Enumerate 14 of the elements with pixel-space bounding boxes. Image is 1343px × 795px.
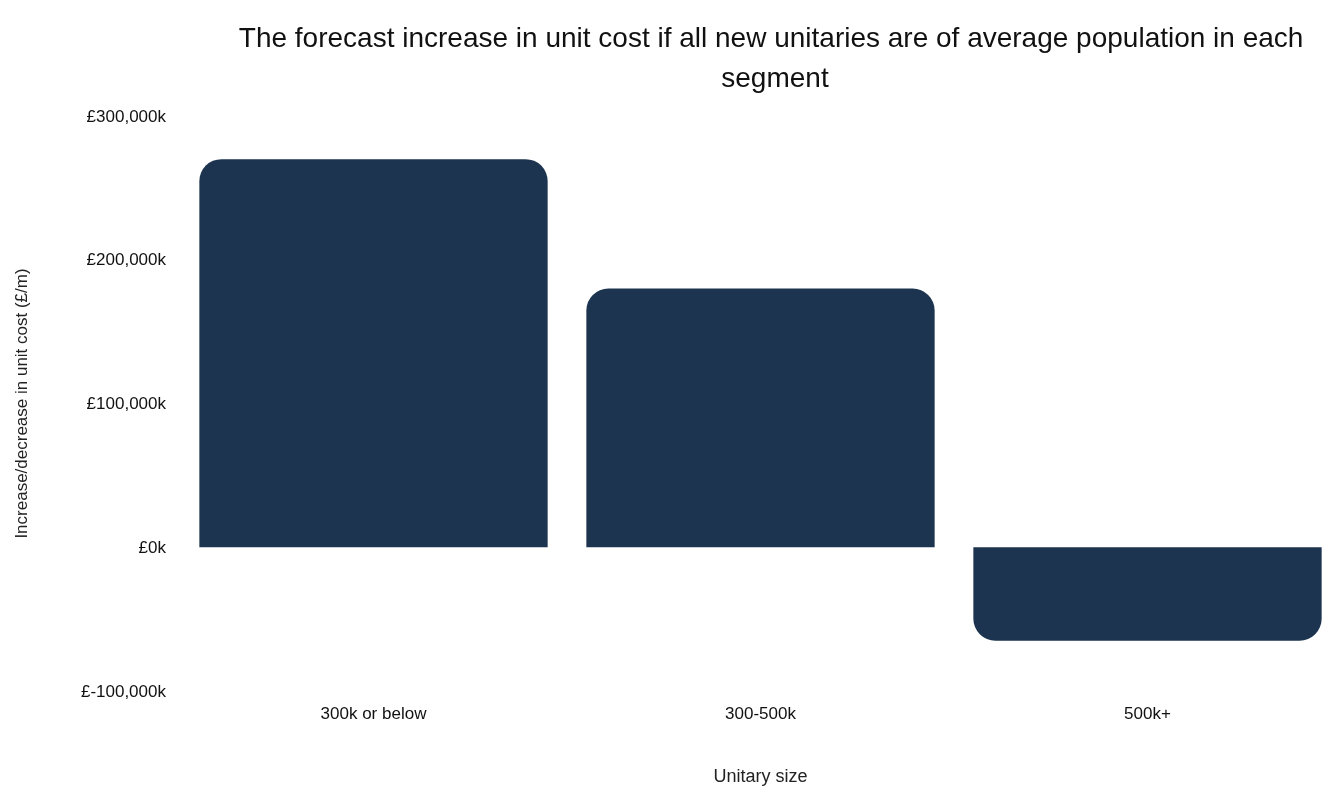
y-tick-label: £-100,000k <box>80 681 167 701</box>
bar <box>199 159 548 548</box>
y-tick-label: £200,000k <box>86 250 167 270</box>
y-tick-label: £100,000k <box>86 394 167 413</box>
y-tick-label: £0k <box>138 537 167 557</box>
x-tick-label: 500k+ <box>1124 704 1171 723</box>
y-axis-title: Increase/decrease in unit cost (£/m) <box>12 268 31 539</box>
x-tick-label: 300-500k <box>725 704 797 723</box>
bar <box>973 547 1322 641</box>
x-axis-title: Unitary size <box>713 766 808 786</box>
bar <box>586 288 935 548</box>
y-tick-label: £300,000k <box>86 106 167 126</box>
x-tick-label: 300k or below <box>320 704 428 723</box>
chart-title: The forecast increase in unit cost if all new unitaries are of average population in each segment <box>238 21 1312 93</box>
